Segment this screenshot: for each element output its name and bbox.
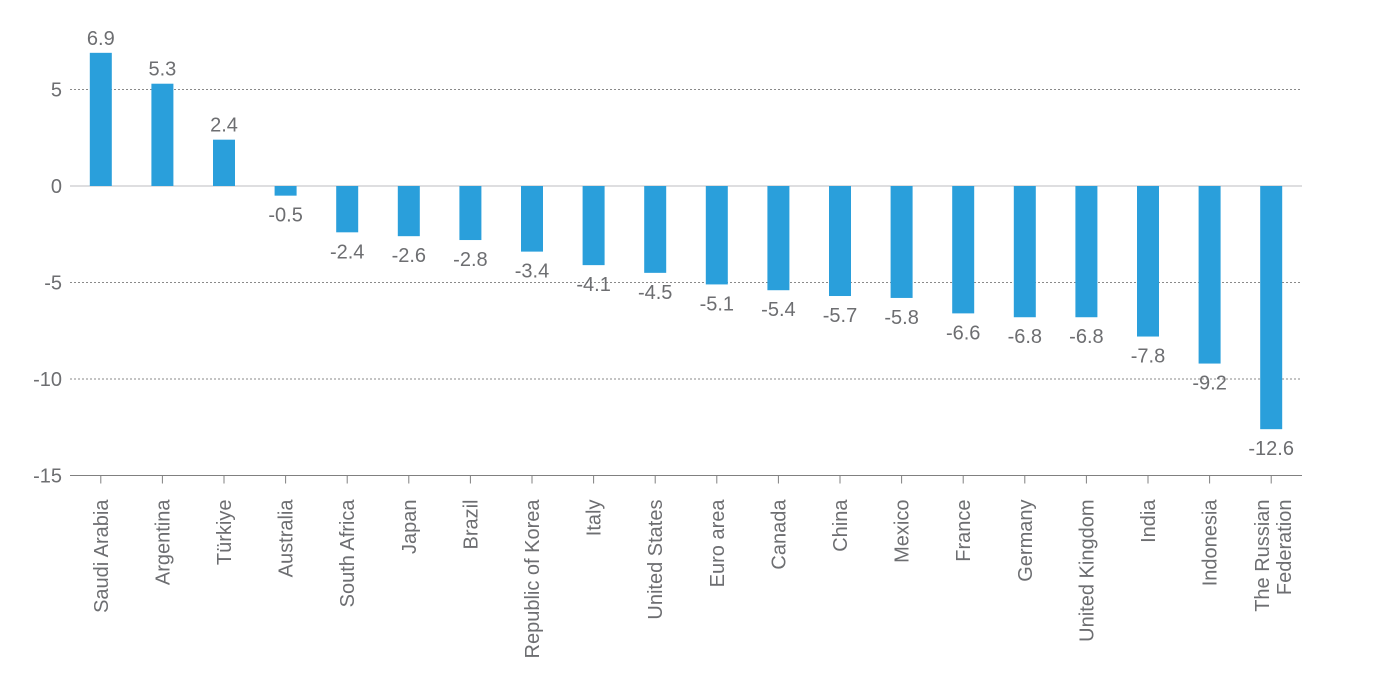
- x-category-label-text: South Africa: [337, 499, 359, 608]
- gridlines: [70, 89, 1302, 380]
- x-category-label-text: Argentina: [152, 499, 174, 585]
- bar: [336, 186, 359, 233]
- x-category-label-text: Republic of Korea: [522, 499, 544, 659]
- bar: [274, 186, 297, 196]
- data-label: -12.6: [1248, 438, 1294, 460]
- data-label: -3.4: [515, 261, 549, 283]
- data-label: -2.6: [392, 245, 426, 267]
- bar: [1260, 186, 1283, 430]
- x-category-label: South Africa: [337, 499, 359, 608]
- data-label: -4.1: [576, 274, 610, 296]
- data-label: -5.7: [823, 305, 857, 327]
- x-category-label-text: Canada: [768, 499, 790, 570]
- x-category-label: The Russian Federation: [1252, 500, 1296, 612]
- data-label: -7.8: [1131, 346, 1165, 368]
- x-category-label-text: Germany: [1015, 500, 1037, 582]
- x-category-label: Brazil: [460, 500, 482, 550]
- bar: [397, 186, 420, 237]
- x-category-label: Republic of Korea: [522, 499, 544, 659]
- data-label: -2.8: [453, 249, 487, 271]
- y-tick-label: -5: [44, 273, 62, 295]
- x-category-label-line: Federation: [1274, 500, 1296, 596]
- x-category-label-text: Indonesia: [1200, 499, 1222, 587]
- y-tick-label: -15: [33, 466, 62, 488]
- data-label: -5.8: [884, 307, 918, 329]
- x-category-label-text: Australia: [276, 499, 298, 578]
- x-category-label: Australia: [276, 499, 298, 578]
- bar: [952, 186, 975, 314]
- bar: [1075, 186, 1098, 318]
- data-label: -6.6: [946, 322, 980, 344]
- bar: [1198, 186, 1221, 364]
- bars: [89, 52, 1283, 430]
- bar: [644, 186, 667, 273]
- bar: [459, 186, 482, 241]
- x-category-label-text: Euro area: [707, 499, 729, 588]
- x-category-label: Canada: [768, 499, 790, 570]
- x-category-label-text: India: [1138, 499, 1160, 543]
- bar: [89, 52, 112, 186]
- x-category-label: China: [830, 499, 852, 552]
- data-label: 5.3: [148, 59, 176, 81]
- data-label: 6.9: [87, 28, 115, 50]
- x-category-label-text: China: [830, 499, 852, 552]
- x-category-label: Euro area: [707, 499, 729, 588]
- data-label: -5.1: [700, 293, 734, 315]
- x-category-label: Argentina: [152, 499, 174, 585]
- x-axis: Saudi Arabia Argentina Türkiye Australia Sou…: [70, 475, 1302, 659]
- data-label: -4.5: [638, 282, 672, 304]
- x-category-label-text: France: [953, 500, 975, 562]
- x-category-label-line: The Russian: [1252, 500, 1274, 612]
- bar: [1137, 186, 1159, 337]
- y-tick-label: -10: [33, 369, 62, 391]
- x-category-label-text: Saudi Arabia: [91, 499, 113, 613]
- data-label: -5.4: [761, 299, 795, 321]
- x-category-label: India: [1138, 499, 1160, 543]
- y-tick-label: 5: [51, 80, 62, 102]
- x-category-label: United Kingdom: [1076, 500, 1098, 642]
- y-tick-label: 0: [51, 176, 62, 198]
- x-category-label: Mexico: [892, 500, 914, 563]
- bar: [151, 83, 174, 186]
- x-category-label: Italy: [584, 500, 606, 537]
- data-label: -0.5: [268, 205, 302, 227]
- bar: [1013, 186, 1036, 318]
- data-label: 2.4: [210, 115, 238, 137]
- x-category-label-text: Türkiye: [214, 500, 236, 566]
- bar: [829, 186, 851, 297]
- x-category-label-text: Brazil: [460, 500, 482, 550]
- data-label: -9.2: [1192, 373, 1226, 395]
- data-label: -2.4: [330, 241, 364, 263]
- x-category-label: Japan: [399, 500, 421, 555]
- bar: [705, 186, 728, 285]
- x-category-label: Germany: [1015, 500, 1037, 582]
- y-axis-ticks: 5 0 -5 -10 -15: [33, 80, 62, 488]
- x-category-label: Türkiye: [214, 500, 236, 566]
- bar: [213, 139, 235, 186]
- x-category-label-text: United States: [645, 500, 667, 620]
- bar: [767, 186, 790, 291]
- data-label: -6.8: [1008, 326, 1042, 348]
- x-category-label-text: Mexico: [892, 500, 914, 563]
- data-labels: 6.9 5.3 2.4 -0.5 -2.4 -2.6 -2.8 -3.4 -4.1 -4.5 -5.…: [87, 28, 1294, 460]
- x-category-label-text: Japan: [399, 500, 421, 555]
- x-category-label: Indonesia: [1200, 499, 1222, 587]
- data-label: -6.8: [1069, 326, 1103, 348]
- x-category-label: United States: [645, 500, 667, 620]
- x-category-label-text: United Kingdom: [1076, 500, 1098, 642]
- x-category-label: France: [953, 500, 975, 562]
- bar: [890, 186, 913, 298]
- x-category-label: Saudi Arabia: [91, 499, 113, 613]
- bar: [521, 186, 543, 252]
- x-category-label-text: Italy: [584, 500, 606, 537]
- bar: [582, 186, 605, 266]
